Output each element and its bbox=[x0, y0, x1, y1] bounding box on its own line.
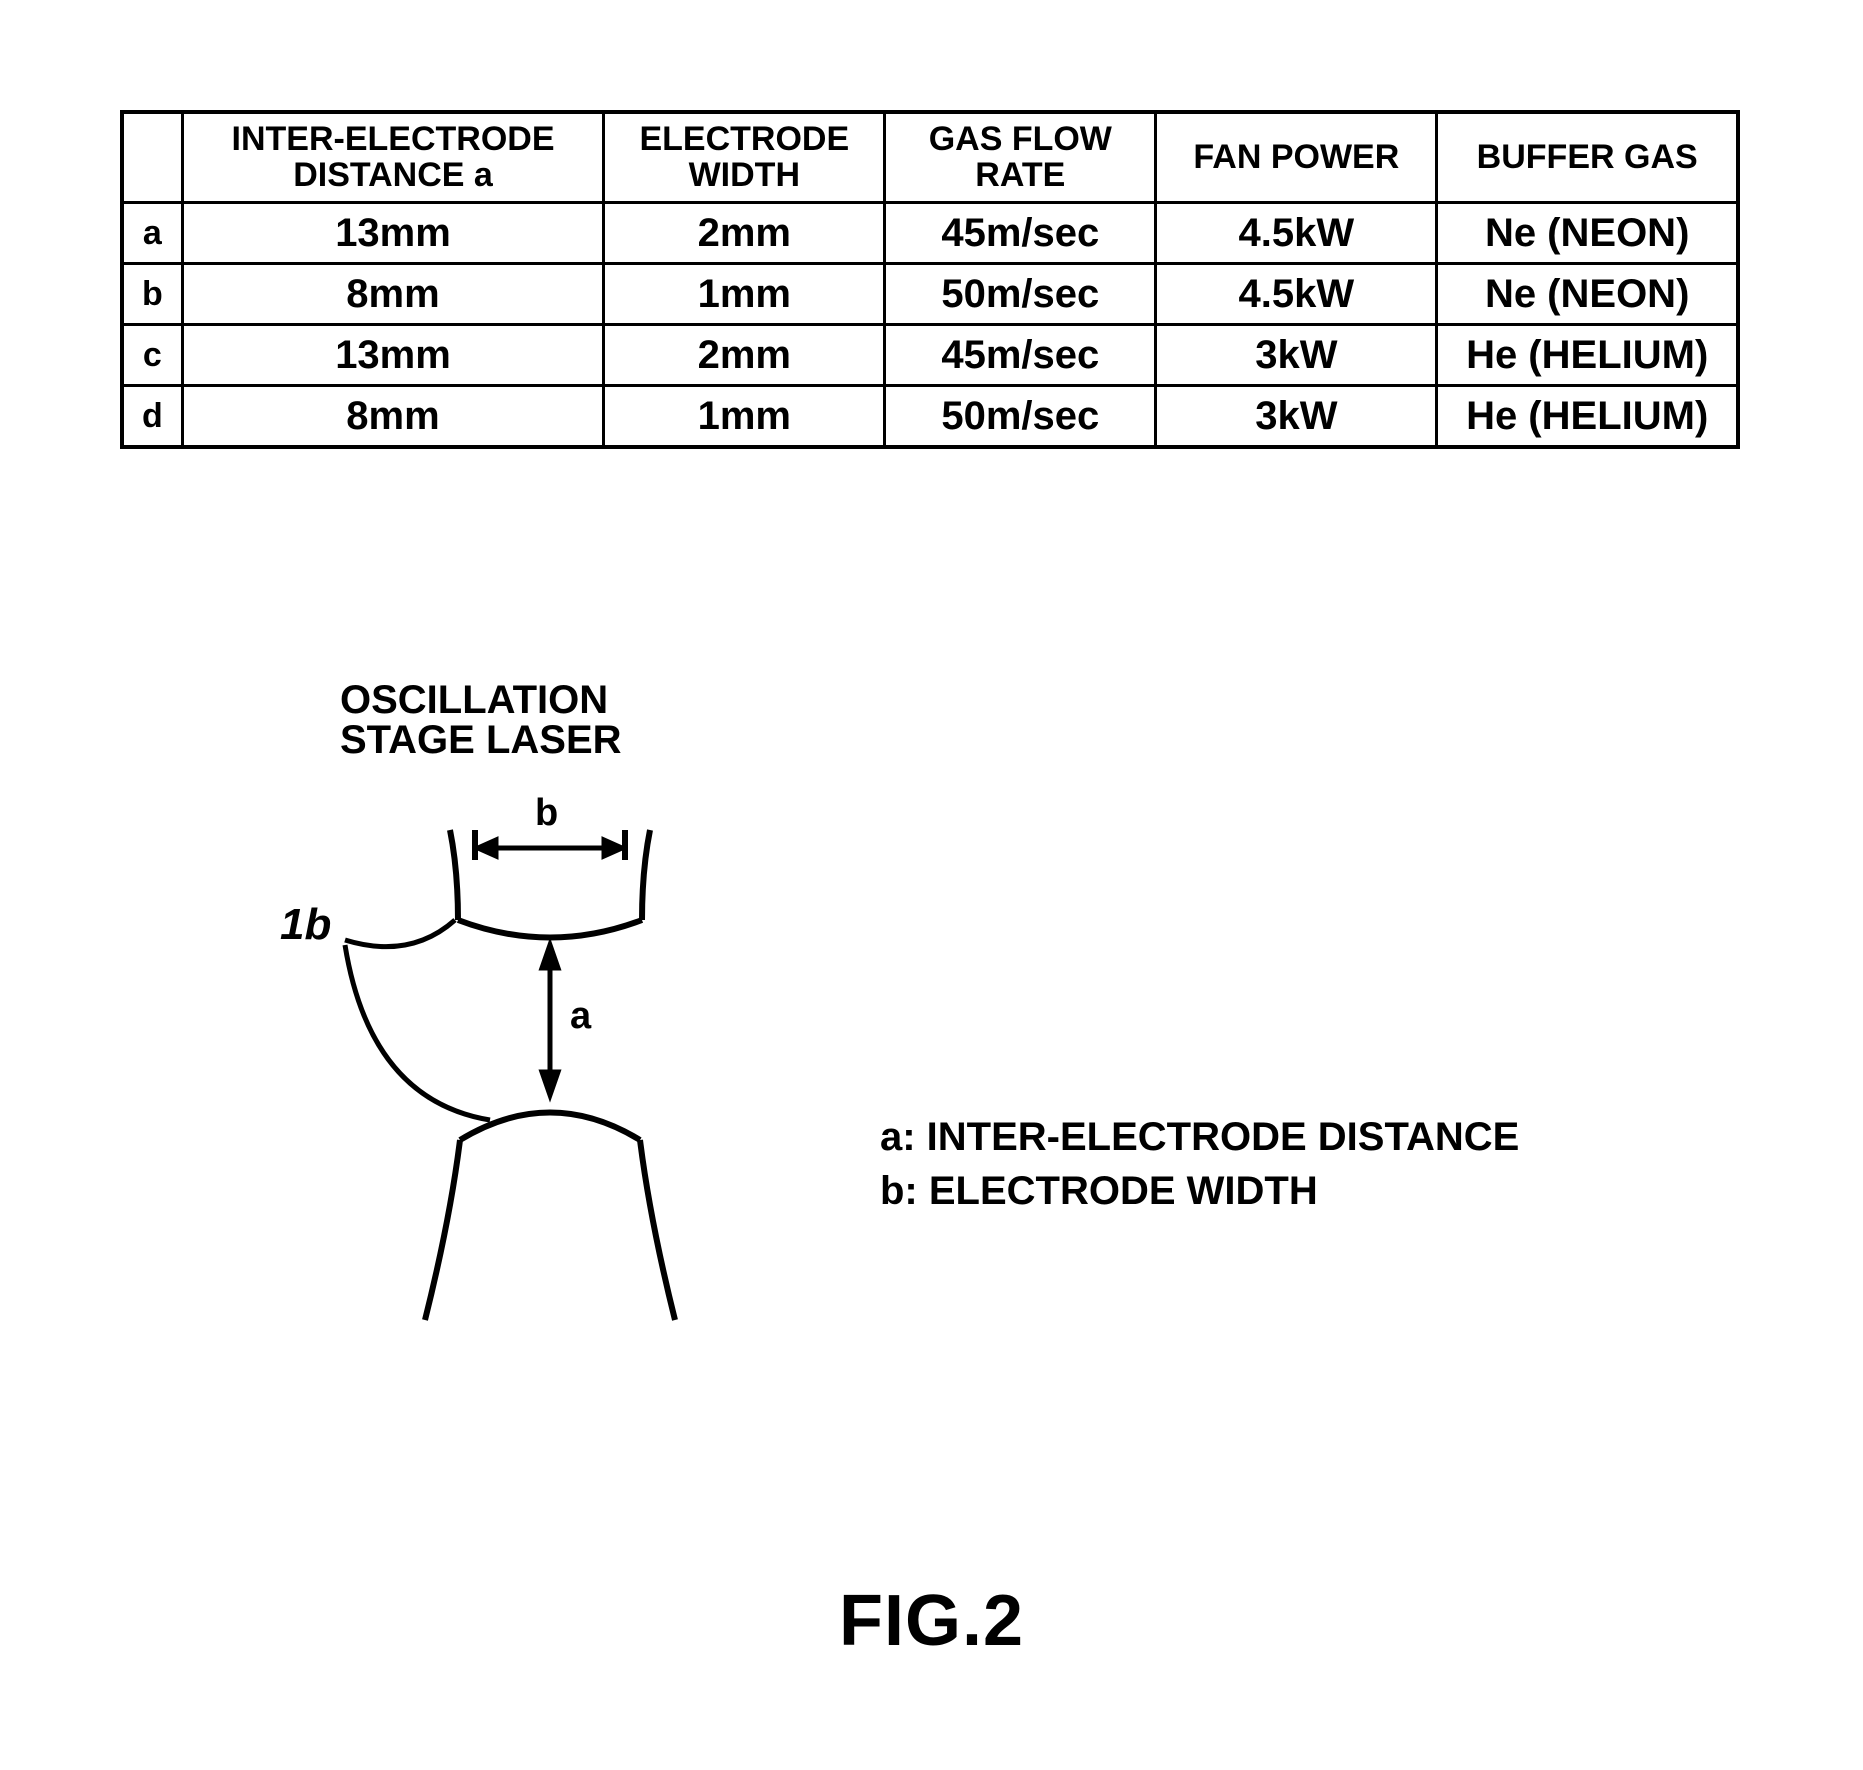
cell: 45m/sec bbox=[885, 325, 1156, 386]
table-row: c 13mm 2mm 45m/sec 3kW He (HELIUM) bbox=[122, 325, 1738, 386]
table-row: a 13mm 2mm 45m/sec 4.5kW Ne (NEON) bbox=[122, 203, 1738, 264]
row-label: d bbox=[122, 386, 182, 448]
header-fan: FAN POWER bbox=[1156, 112, 1437, 203]
table-row: b 8mm 1mm 50m/sec 4.5kW Ne (NEON) bbox=[122, 264, 1738, 325]
cell: 4.5kW bbox=[1156, 264, 1437, 325]
cell: 8mm bbox=[182, 386, 604, 448]
dim-a-label: a bbox=[570, 995, 591, 1038]
cell: Ne (NEON) bbox=[1437, 264, 1738, 325]
legend-b: b: ELECTRODE WIDTH bbox=[880, 1164, 1519, 1218]
legend-a: a: INTER-ELECTRODE DISTANCE bbox=[880, 1110, 1519, 1164]
figure-caption: FIG.2 bbox=[0, 1580, 1863, 1662]
cell: 2mm bbox=[604, 203, 885, 264]
row-label: b bbox=[122, 264, 182, 325]
cell: 13mm bbox=[182, 325, 604, 386]
diagram-title-line2: STAGE LASER bbox=[340, 718, 622, 762]
header-flow: GAS FLOWRATE bbox=[885, 112, 1156, 203]
diagram-title-line1: OSCILLATION bbox=[340, 678, 608, 722]
cell: 8mm bbox=[182, 264, 604, 325]
row-label: c bbox=[122, 325, 182, 386]
header-blank bbox=[122, 112, 182, 203]
cell: 3kW bbox=[1156, 325, 1437, 386]
data-table-container: INTER-ELECTRODEDISTANCE a ELECTRODEWIDTH… bbox=[120, 110, 1740, 449]
header-width: ELECTRODEWIDTH bbox=[604, 112, 885, 203]
cell: Ne (NEON) bbox=[1437, 203, 1738, 264]
cell: 50m/sec bbox=[885, 264, 1156, 325]
electrode-svg-wrap: 1b b a bbox=[260, 760, 780, 1365]
parameter-table: INTER-ELECTRODEDISTANCE a ELECTRODEWIDTH… bbox=[120, 110, 1740, 449]
reference-1b: 1b bbox=[280, 900, 331, 950]
leader-1b-bottom bbox=[345, 945, 490, 1120]
cell: 45m/sec bbox=[885, 203, 1156, 264]
dim-b-label: b bbox=[535, 792, 558, 835]
cell: 1mm bbox=[604, 386, 885, 448]
cell: 4.5kW bbox=[1156, 203, 1437, 264]
cell: He (HELIUM) bbox=[1437, 325, 1738, 386]
row-label: a bbox=[122, 203, 182, 264]
electrode-svg bbox=[260, 760, 780, 1360]
diagram-title: OSCILLATION STAGE LASER bbox=[340, 680, 622, 760]
cell: 13mm bbox=[182, 203, 604, 264]
leader-1b-top bbox=[345, 920, 455, 947]
cell: He (HELIUM) bbox=[1437, 386, 1738, 448]
table-row: d 8mm 1mm 50m/sec 3kW He (HELIUM) bbox=[122, 386, 1738, 448]
electrode-diagram: OSCILLATION STAGE LASER bbox=[340, 680, 1540, 1400]
cell: 1mm bbox=[604, 264, 885, 325]
bottom-electrode bbox=[425, 1113, 675, 1321]
cell: 50m/sec bbox=[885, 386, 1156, 448]
dimension-a bbox=[542, 945, 558, 1095]
header-distance: INTER-ELECTRODEDISTANCE a bbox=[182, 112, 604, 203]
dimension-b bbox=[478, 840, 622, 856]
cell: 3kW bbox=[1156, 386, 1437, 448]
diagram-legend: a: INTER-ELECTRODE DISTANCE b: ELECTRODE… bbox=[880, 1110, 1519, 1218]
cell: 2mm bbox=[604, 325, 885, 386]
header-buffer: BUFFER GAS bbox=[1437, 112, 1738, 203]
